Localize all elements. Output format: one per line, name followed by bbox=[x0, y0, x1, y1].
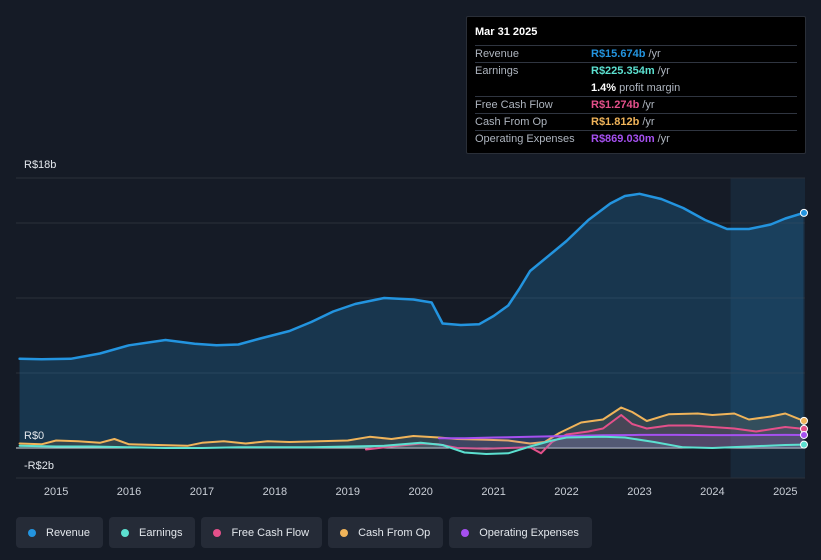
tooltip-label: Earnings bbox=[475, 65, 519, 77]
series-area-earnings bbox=[19, 436, 804, 454]
x-tick-label: 2017 bbox=[190, 486, 214, 498]
legend-dot-icon bbox=[213, 528, 222, 537]
x-tick-label: 2022 bbox=[554, 486, 578, 498]
y-tick-label-zero: R$0 bbox=[24, 430, 45, 442]
legend-dot-icon bbox=[340, 528, 349, 537]
tooltip-unit: /yr bbox=[648, 48, 661, 60]
series-line-earnings bbox=[18, 435, 805, 455]
x-tick-label: 2020 bbox=[408, 486, 432, 498]
tooltip-row-fcf: Free Cash Flow R$1.274b /yr bbox=[475, 97, 797, 114]
gridlines bbox=[16, 177, 805, 479]
y-tick-label-top: R$18b bbox=[24, 159, 57, 171]
series-area-free-cash-flow bbox=[366, 415, 804, 454]
x-tick-label: 2024 bbox=[700, 486, 724, 498]
x-tick-label: 2025 bbox=[773, 486, 797, 498]
legend: Revenue Earnings Free Cash Flow Cash Fro… bbox=[16, 517, 592, 548]
tooltip-value: R$1.812b bbox=[591, 116, 640, 128]
series-area-operating-expenses bbox=[438, 434, 804, 448]
tooltip-unit: /yr bbox=[657, 133, 670, 145]
tooltip-row-cfo: Cash From Op R$1.812b /yr bbox=[475, 114, 797, 131]
tooltip-label bbox=[475, 80, 591, 96]
legend-label: Earnings bbox=[139, 526, 183, 539]
tooltip-panel: Mar 31 2025 Revenue R$15.674b /yr Earnin… bbox=[466, 16, 806, 154]
series-end-marker bbox=[800, 430, 808, 439]
series-line-free-cash-flow bbox=[365, 414, 805, 455]
tooltip-value: 1.4% bbox=[591, 82, 617, 94]
legend-dot-icon bbox=[28, 528, 36, 537]
tooltip-unit: /yr bbox=[642, 99, 655, 111]
tooltip-label: Operating Expenses bbox=[475, 133, 575, 145]
legend-item-cash-from-op[interactable]: Cash From Op bbox=[328, 517, 444, 548]
legend-item-free-cash-flow[interactable]: Free Cash Flow bbox=[201, 517, 323, 548]
series-end-marker bbox=[800, 208, 808, 217]
legend-label: Revenue bbox=[46, 526, 91, 539]
tooltip-unit: /yr bbox=[657, 65, 670, 77]
tooltip-row-margin: 1.4% profit margin bbox=[475, 80, 797, 97]
tooltip-row-earnings: Earnings R$225.354m /yr bbox=[475, 63, 797, 80]
series-line-operating-expenses bbox=[437, 433, 805, 440]
series-area-revenue bbox=[19, 193, 804, 448]
tooltip-label: Cash From Op bbox=[475, 116, 548, 128]
x-tick-label: 2016 bbox=[117, 486, 141, 498]
tooltip-label: Free Cash Flow bbox=[475, 99, 553, 111]
legend-dot-icon bbox=[121, 528, 130, 537]
tooltip-unit: /yr bbox=[642, 116, 655, 128]
x-tick-label: 2021 bbox=[481, 486, 505, 498]
series-end-marker bbox=[800, 416, 808, 425]
legend-item-operating-expenses[interactable]: Operating Expenses bbox=[449, 517, 592, 548]
tooltip-value: R$15.674b bbox=[591, 48, 646, 60]
x-axis-ticks: 2015 2016 2017 2018 2019 2020 2021 2022 2023 2024… bbox=[44, 486, 798, 498]
x-tick-label: 2019 bbox=[336, 486, 360, 498]
x-tick-label: 2015 bbox=[44, 486, 68, 498]
series-line-revenue bbox=[18, 192, 805, 361]
series-layer bbox=[18, 192, 808, 455]
x-tick-label: 2018 bbox=[263, 486, 287, 498]
x-tick-label: 2023 bbox=[627, 486, 651, 498]
legend-label: Cash From Op bbox=[358, 526, 431, 539]
tooltip-value: R$869.030m bbox=[591, 133, 655, 145]
legend-label: Operating Expenses bbox=[479, 526, 579, 539]
legend-item-revenue[interactable]: Revenue bbox=[16, 517, 104, 548]
tooltip-row-opex: Operating Expenses R$869.030m /yr bbox=[475, 131, 797, 148]
tooltip-unit: profit margin bbox=[619, 82, 681, 94]
series-end-marker bbox=[800, 440, 808, 449]
tooltip-row-revenue: Revenue R$15.674b /yr bbox=[475, 46, 797, 63]
y-tick-label-bottom: -R$2b bbox=[24, 460, 54, 472]
tooltip-label: Revenue bbox=[475, 48, 520, 60]
tooltip-date: Mar 31 2025 bbox=[475, 24, 797, 46]
line-chart: 2015 2016 2017 2018 2019 2020 2021 2022 2023 2024… bbox=[16, 177, 808, 498]
tooltip-value: R$1.274b bbox=[591, 99, 640, 111]
tooltip-value: R$225.354m bbox=[591, 65, 655, 77]
legend-label: Free Cash Flow bbox=[231, 526, 310, 539]
legend-item-earnings[interactable]: Earnings bbox=[109, 517, 196, 548]
legend-dot-icon bbox=[461, 528, 470, 537]
